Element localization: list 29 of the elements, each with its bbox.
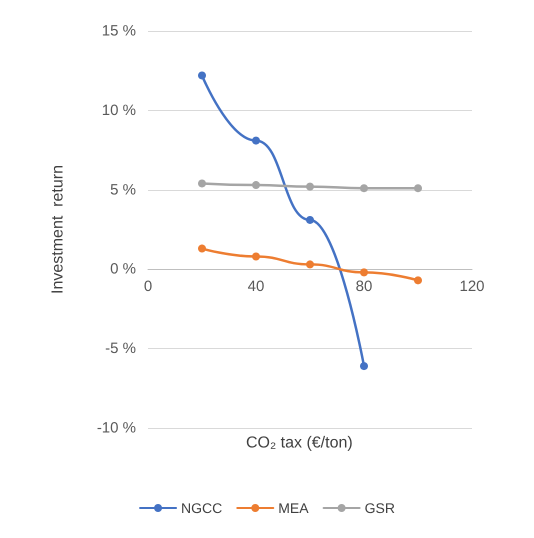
legend-label: GSR	[364, 500, 395, 516]
point	[198, 244, 206, 253]
x-tick-label: 120	[459, 278, 485, 296]
x-tick-label: 40	[248, 278, 264, 296]
y-tick-label: -10 %	[96, 420, 136, 436]
y-tick-label: 5 %	[110, 181, 136, 198]
x-tick-label: 0	[144, 278, 152, 296]
point	[198, 71, 206, 80]
point	[252, 252, 260, 260]
y-tick-label: 15 %	[102, 22, 136, 40]
y-tick-label: -5 %	[105, 340, 136, 358]
point	[252, 136, 260, 145]
x-axis-title: CO₂ tax (€/ton)	[246, 434, 353, 452]
point	[306, 216, 314, 224]
y-axis-title: Investment return	[50, 165, 66, 294]
point	[198, 179, 206, 188]
point	[306, 182, 314, 191]
point	[414, 184, 422, 192]
point	[360, 362, 368, 370]
point	[414, 276, 422, 284]
point	[360, 268, 368, 276]
y-tick-label: 10 %	[102, 102, 136, 119]
legend-label: NGCC	[181, 500, 222, 516]
y-tick-label: 0 %	[110, 260, 136, 278]
x-tick-label: 80	[356, 278, 372, 296]
point	[360, 184, 368, 192]
point	[252, 181, 260, 190]
point	[306, 260, 314, 268]
legend-label: MEA	[278, 500, 310, 516]
